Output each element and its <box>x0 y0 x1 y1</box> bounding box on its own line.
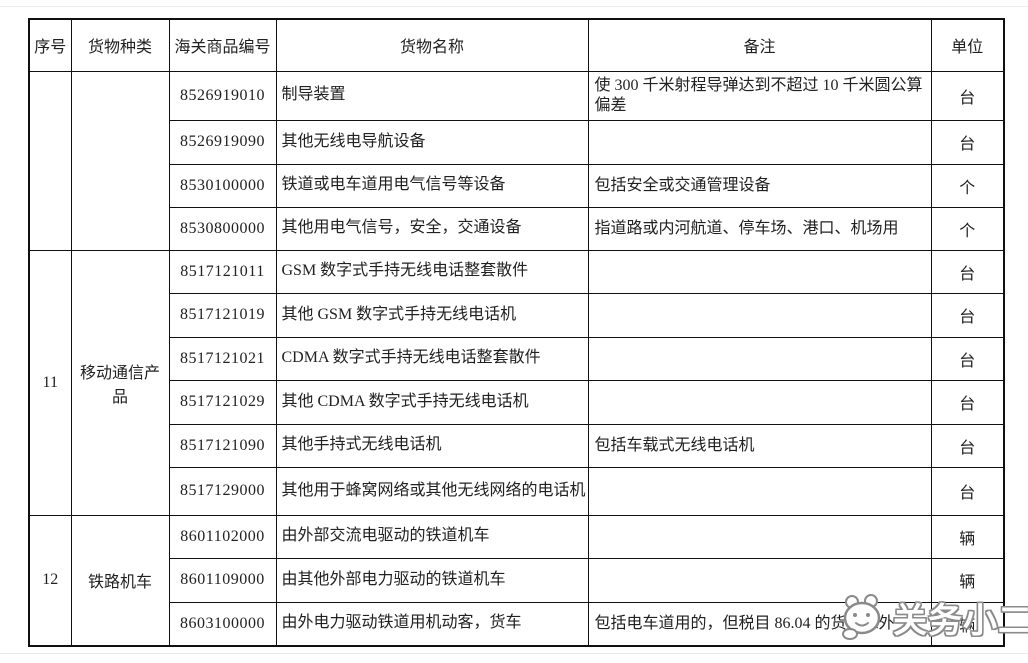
customs-goods-table-container: 序号 货物种类 海关商品编号 货物名称 备注 单位 8526919010 制导装… <box>28 18 1005 647</box>
category-cell <box>70 70 170 251</box>
table-row: 8603100000 由外电力驱动铁道用机动客，货车 包括电车道用的，但税目 8… <box>29 601 1005 647</box>
unit-cell: 辆 <box>930 601 1005 647</box>
goods-name-cell: 铁道或电车道用电气信号等设备 <box>275 163 589 208</box>
goods-name-cell: GSM 数字式手持无线电话整套散件 <box>275 249 589 294</box>
customs-goods-table: 序号 货物种类 海关商品编号 货物名称 备注 单位 8526919010 制导装… <box>28 18 1005 647</box>
table-row: 8517129000 其他用于蜂窝网络或其他无线网络的电话机 台 <box>29 466 1005 516</box>
unit-cell: 个 <box>930 163 1005 208</box>
hs-code-cell: 8517121021 <box>168 336 277 381</box>
scan-artifact-line <box>0 6 1028 7</box>
hs-code-cell: 8530100000 <box>168 163 277 208</box>
hs-code-cell: 8530800000 <box>168 206 277 251</box>
table-row: 11 移动通信产品 8517121011 GSM 数字式手持无线电话整套散件 台 <box>28 249 1005 516</box>
remark-cell: 包括安全或交通管理设备 <box>587 163 932 208</box>
serial-cell: 11 <box>28 249 72 516</box>
unit-cell: 台 <box>930 292 1005 338</box>
remark-cell <box>587 292 932 338</box>
category-cell: 铁路机车 <box>70 514 170 647</box>
unit-cell: 台 <box>930 466 1005 516</box>
goods-name-cell: 由外电力驱动铁道用机动客，货车 <box>275 601 589 647</box>
remark-cell <box>587 336 932 381</box>
header-row: 序号 货物种类 海关商品编号 货物名称 备注 单位 <box>28 18 1005 72</box>
goods-name-cell: 其他无线电导航设备 <box>275 119 589 165</box>
unit-cell: 台 <box>930 379 1005 425</box>
hs-code-cell: 8601109000 <box>168 557 277 603</box>
hs-code-cell: 8601102000 <box>168 514 277 559</box>
serial-cell: 12 <box>28 514 72 647</box>
goods-name-cell: 制导装置 <box>275 70 589 121</box>
table-row: 8530800000 其他用电气信号，安全，交通设备 指道路或内河航道、停车场、… <box>29 206 1005 251</box>
unit-cell: 台 <box>930 119 1005 165</box>
table-row: 8517121029 其他 CDMA 数字式手持无线电话机 台 <box>29 379 1005 425</box>
goods-name-cell: 由其他外部电力驱动的铁道机车 <box>275 557 589 603</box>
goods-name-cell: CDMA 数字式手持无线电话整套散件 <box>275 336 589 381</box>
goods-name-cell: 其他 CDMA 数字式手持无线电话机 <box>275 379 589 425</box>
unit-cell: 辆 <box>930 557 1005 603</box>
col-header-remark: 备注 <box>587 18 932 72</box>
hs-code-cell: 8517121029 <box>168 379 277 425</box>
unit-cell: 辆 <box>930 514 1005 559</box>
goods-name-cell: 其他用电气信号，安全，交通设备 <box>275 206 589 251</box>
remark-cell <box>587 379 932 425</box>
table-row: 8526919010 制导装置 使 300 千米射程导弹达到不超过 10 千米圆… <box>28 70 1005 251</box>
col-header-unit: 单位 <box>930 18 1005 72</box>
goods-name-cell: 由外部交流电驱动的铁道机车 <box>275 514 589 559</box>
unit-cell: 台 <box>930 70 1005 121</box>
unit-cell: 台 <box>930 336 1005 381</box>
unit-cell: 个 <box>930 206 1005 251</box>
table-row: 8601109000 由其他外部电力驱动的铁道机车 辆 <box>29 557 1005 603</box>
col-header-serial: 序号 <box>28 18 72 72</box>
category-cell: 移动通信产品 <box>70 249 170 516</box>
hs-code-cell: 8517129000 <box>168 466 277 516</box>
goods-name-cell: 其他用于蜂窝网络或其他无线网络的电话机 <box>275 466 589 516</box>
table-row: 8517121090 其他手持式无线电话机 包括车载式无线电话机 台 <box>29 423 1005 468</box>
table-row: 8517121021 CDMA 数字式手持无线电话整套散件 台 <box>29 336 1005 381</box>
table-row: 8526919090 其他无线电导航设备 台 <box>29 119 1005 165</box>
table-row: 12 铁路机车 8601102000 由外部交流电驱动的铁道机车 辆 <box>28 514 1005 647</box>
remark-cell: 包括车载式无线电话机 <box>587 423 932 468</box>
hs-code-cell: 8526919090 <box>168 119 277 165</box>
col-header-name: 货物名称 <box>275 18 589 72</box>
unit-cell: 台 <box>930 423 1005 468</box>
remark-cell <box>587 466 932 516</box>
remark-cell <box>587 557 932 603</box>
table-row: 8530100000 铁道或电车道用电气信号等设备 包括安全或交通管理设备 个 <box>29 163 1005 208</box>
hs-code-cell: 8603100000 <box>168 601 277 647</box>
remark-cell <box>587 249 932 294</box>
goods-name-cell: 其他 GSM 数字式手持无线电话机 <box>275 292 589 338</box>
table-row: 8517121019 其他 GSM 数字式手持无线电话机 台 <box>29 292 1005 338</box>
serial-cell <box>28 70 72 251</box>
scan-artifact-line <box>0 653 1028 654</box>
remark-cell: 使 300 千米射程导弹达到不超过 10 千米圆公算偏差 <box>587 70 932 121</box>
col-header-hs-code: 海关商品编号 <box>168 18 277 72</box>
col-header-category: 货物种类 <box>70 18 170 72</box>
unit-cell: 台 <box>930 249 1005 294</box>
remark-cell: 包括电车道用的，但税目 86.04 的货品除外 <box>587 601 932 647</box>
remark-cell <box>587 514 932 559</box>
goods-name-cell: 其他手持式无线电话机 <box>275 423 589 468</box>
remark-cell: 指道路或内河航道、停车场、港口、机场用 <box>587 206 932 251</box>
hs-code-cell: 8517121019 <box>168 292 277 338</box>
hs-code-cell: 8517121090 <box>168 423 277 468</box>
hs-code-cell: 8517121011 <box>168 249 277 294</box>
remark-cell <box>587 119 932 165</box>
hs-code-cell: 8526919010 <box>168 70 277 121</box>
